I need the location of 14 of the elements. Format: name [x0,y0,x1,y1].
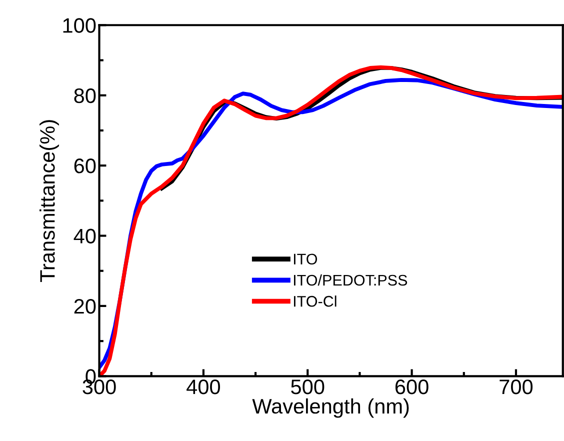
x-tick-label: 700 [500,380,533,394]
legend-label: ITO-Cl [294,296,336,307]
x-tick-label: 600 [395,380,428,394]
y-tick-label: 80 [74,88,96,104]
y-tick-label: 60 [74,158,96,174]
legend-label: ITO [294,254,318,265]
y-tick-label: 40 [74,228,96,244]
x-tick-label: 400 [186,380,220,394]
y-tick-label: 20 [74,298,96,314]
x-axis-title: Wavelength (nm) [252,398,409,418]
x-tick-label: 500 [291,380,324,394]
legend-label: ITO/PEDOT:PSS [294,274,408,286]
y-tick-label: 100 [63,18,96,33]
y-axis-title: Transmittance(%) [40,120,59,282]
